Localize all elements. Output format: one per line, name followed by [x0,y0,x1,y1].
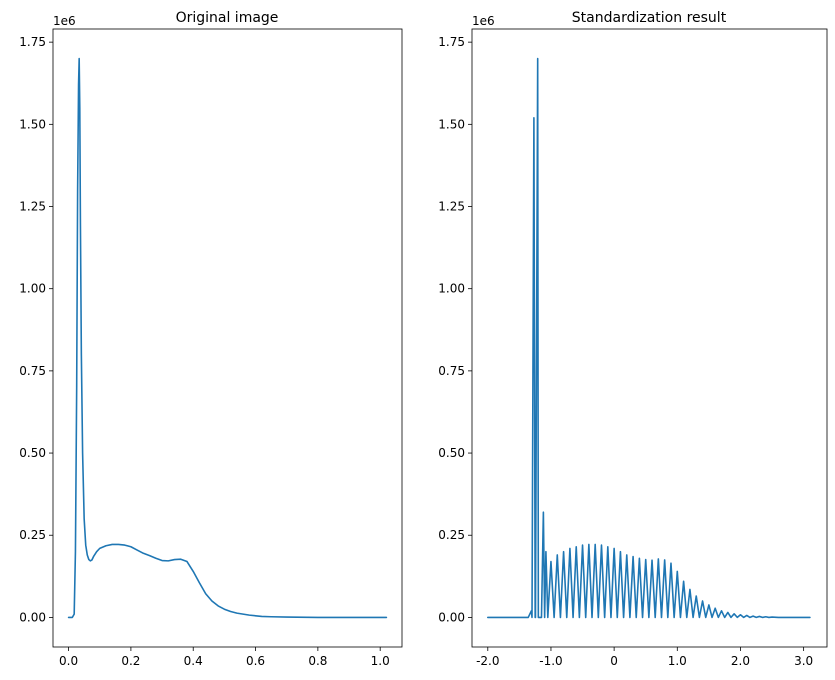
right-plot: 1e6 Standardization result -2.0 -1.0 0 1.0 2… [438,10,828,668]
right-x-tick-label: 2.0 [731,654,750,668]
right-y-offset-label: 1e6 [472,14,495,28]
left-ticks: 0.0 0.2 0.4 0.6 0.8 1.0 0.00 0.25 0.50 0.75 1.00 1.… [19,35,389,668]
right-series [486,57,811,619]
left-y-tick-label: 1.25 [19,200,46,214]
right-y-tick-label: 1.75 [438,35,465,49]
right-ticks: -2.0 -1.0 0 1.0 2.0 3.0 0.00 0.25 0.50 0.75 1.00 1.… [438,35,813,668]
left-x-tick-label: 0.4 [184,654,203,668]
left-axes-frame [52,28,403,648]
right-y-tick-label: 1.00 [438,282,465,296]
right-x-tick-label: 0 [610,654,618,668]
left-y-tick-label: 1.75 [19,35,46,49]
left-series-line [67,57,388,619]
right-y-tick-label: 0.00 [438,610,465,624]
right-axes-frame [471,28,828,648]
right-y-tick-label: 1.25 [438,200,465,214]
left-y-tick-label: 0.50 [19,446,46,460]
left-y-tick-label: 0.75 [19,364,46,378]
left-x-tick-label: 0.2 [121,654,140,668]
right-series-line [486,57,811,619]
left-y-tick-label: 1.50 [19,117,46,131]
left-y-tick-label: 0.00 [19,610,46,624]
right-y-tick-label: 0.25 [438,528,465,542]
left-plot-title: Original image [176,10,279,26]
right-x-tick-label: -1.0 [539,654,562,668]
left-y-tick-label: 1.00 [19,282,46,296]
left-x-tick-label: 0.8 [308,654,327,668]
left-x-tick-label: 0.0 [59,654,78,668]
left-x-tick-label: 0.6 [246,654,265,668]
left-y-tick-label: 0.25 [19,528,46,542]
right-x-tick-label: -2.0 [476,654,499,668]
right-y-tick-label: 0.75 [438,364,465,378]
left-series [67,57,388,619]
right-x-tick-label: 3.0 [794,654,813,668]
right-x-tick-label: 1.0 [668,654,687,668]
left-plot: 1e6 Original image 0.0 0.2 0.4 0.6 0.8 1.00.0… [19,10,403,668]
left-y-offset-label: 1e6 [53,14,76,28]
right-y-tick-label: 0.50 [438,446,465,460]
right-y-tick-label: 1.50 [438,117,465,131]
left-x-tick-label: 1.0 [371,654,390,668]
right-plot-title: Standardization result [572,10,727,26]
